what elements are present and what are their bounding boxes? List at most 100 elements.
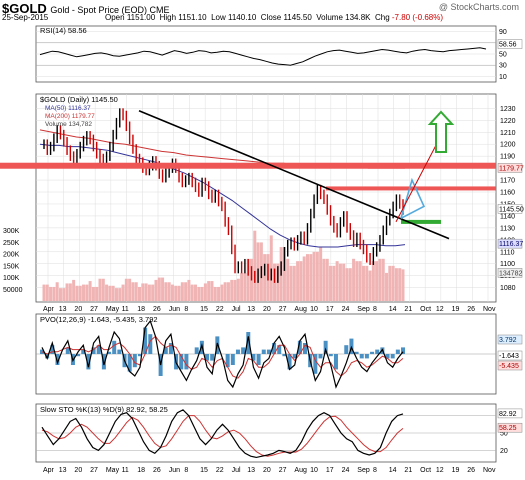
tag-pvo-hist: 3.792	[499, 337, 517, 344]
sto-date-label: 17	[326, 467, 334, 474]
volume-bar	[269, 235, 273, 301]
volume-bar	[398, 268, 402, 301]
ma50-line	[39, 143, 406, 248]
pvo-histogram-bar	[333, 354, 338, 370]
pvo-histogram-bar	[303, 343, 308, 354]
price-date-label: 21	[404, 306, 412, 313]
volume-bar	[325, 258, 329, 301]
chg-value: -7.80 (-0.68%)	[391, 13, 444, 22]
rsi-tick-label: 30	[499, 63, 507, 70]
pvo-histogram-bar	[127, 354, 132, 372]
sto-date-label: 26	[467, 467, 475, 474]
sto-date-label: 18	[137, 467, 145, 474]
volume-bar	[121, 284, 125, 301]
price-date-label: 13	[247, 306, 255, 313]
volume-bar	[394, 268, 398, 301]
sto-date-label: May	[106, 467, 120, 474]
pvo-histogram-bar	[230, 354, 235, 365]
sto-date-label: 8	[184, 467, 188, 474]
price-date-label: Jun	[169, 306, 180, 313]
sto-date-label: Apr	[43, 467, 55, 474]
volume-bar	[368, 270, 372, 301]
price-tick-label: 1190	[500, 154, 515, 161]
price-date-label: 13	[59, 306, 67, 313]
volume-bar	[91, 286, 95, 301]
volume-bar	[177, 285, 181, 301]
volume-bar	[263, 254, 267, 301]
sto-date-label: 27	[279, 467, 287, 474]
volume-bar	[385, 272, 389, 301]
high-value: 1151.10	[178, 13, 207, 22]
volume-bar	[68, 283, 72, 301]
pvo-histogram-bar	[194, 347, 199, 354]
volume-bar	[332, 265, 336, 301]
tag-pvo-box	[497, 350, 523, 361]
symbol: $GOLD	[2, 1, 47, 16]
sto-date-label: 19	[452, 467, 460, 474]
volume-bar	[286, 258, 290, 301]
sto-date-label: 24	[342, 467, 350, 474]
projection-triangle	[400, 177, 426, 220]
volume-bar	[170, 284, 174, 301]
sto-d-line	[41, 415, 404, 457]
pvo-histogram-bar	[76, 354, 81, 357]
volume-bar	[282, 247, 286, 301]
pvo-histogram-bar	[401, 347, 405, 354]
sto-date-label: Sep	[357, 467, 370, 474]
rsi-title: RSI(14) 58.56	[40, 26, 87, 35]
sto-date-label: Aug	[294, 467, 307, 474]
sto-date-label: 22	[216, 467, 224, 474]
legend-ma200: MA(200) 1179.77	[45, 113, 95, 120]
volume-bar	[72, 279, 76, 301]
volume-bar	[240, 272, 244, 301]
pvo-histogram-bar	[107, 351, 112, 354]
tag-ma50-box	[497, 238, 523, 249]
pvo-histogram-bar	[137, 354, 142, 357]
tag-sto-k: 82.92	[499, 411, 517, 418]
resistance-line-lower	[326, 186, 496, 191]
pvo-histogram-bar	[313, 354, 318, 374]
price-date-label: 11	[122, 306, 129, 313]
sto-date-label: Jul	[232, 467, 241, 474]
downtrend-line	[138, 109, 450, 240]
volume-bar	[78, 285, 82, 301]
sto-date-label: Oct	[420, 467, 431, 474]
price-tick-label: 1220	[500, 118, 516, 125]
volume-bar	[302, 256, 306, 301]
volume-bar	[335, 261, 339, 301]
chg-label: Chg	[374, 13, 390, 22]
volume-bar	[230, 279, 234, 301]
volume-bar	[180, 282, 184, 301]
pvo-histogram-bar	[86, 354, 91, 370]
pvo-histogram-bar	[246, 332, 251, 354]
volume-bar	[174, 285, 178, 301]
volume-tick-label: 50000	[3, 287, 23, 294]
pvo-histogram-bar	[112, 340, 117, 354]
volume-bar	[299, 261, 303, 301]
volume-bar	[296, 261, 300, 301]
price-date-label: 24	[342, 306, 350, 313]
pvo-histogram-bar	[266, 349, 271, 354]
volume-bar	[197, 286, 201, 301]
pvo-histogram-bar	[395, 349, 400, 354]
price-date-label: 20	[263, 306, 271, 313]
price-date-label: 8	[373, 306, 377, 313]
sto-date-label: 14	[389, 467, 397, 474]
volume-bar	[194, 284, 198, 301]
volume-bar	[358, 261, 362, 301]
volume-bar	[315, 251, 319, 301]
sto-title: Slow STO %K(13) %D(9) 82.92, 58.25	[40, 405, 168, 414]
pvo-histogram-bar	[344, 345, 349, 354]
volume-bar	[223, 282, 227, 301]
price-date-label: Aug	[294, 306, 307, 313]
close-label: Close	[260, 13, 282, 22]
volume-bar	[184, 282, 188, 301]
tag-pvo: -1.643	[499, 353, 519, 360]
price-date-label: Apr	[43, 306, 55, 313]
price-date-label: 26	[153, 306, 161, 313]
sto-date-label: 13	[59, 467, 67, 474]
volume-bar	[95, 286, 99, 301]
tag-pvo-hist-box	[497, 334, 523, 345]
support-line-green	[401, 219, 441, 224]
pvo-histogram-bar	[45, 354, 50, 359]
